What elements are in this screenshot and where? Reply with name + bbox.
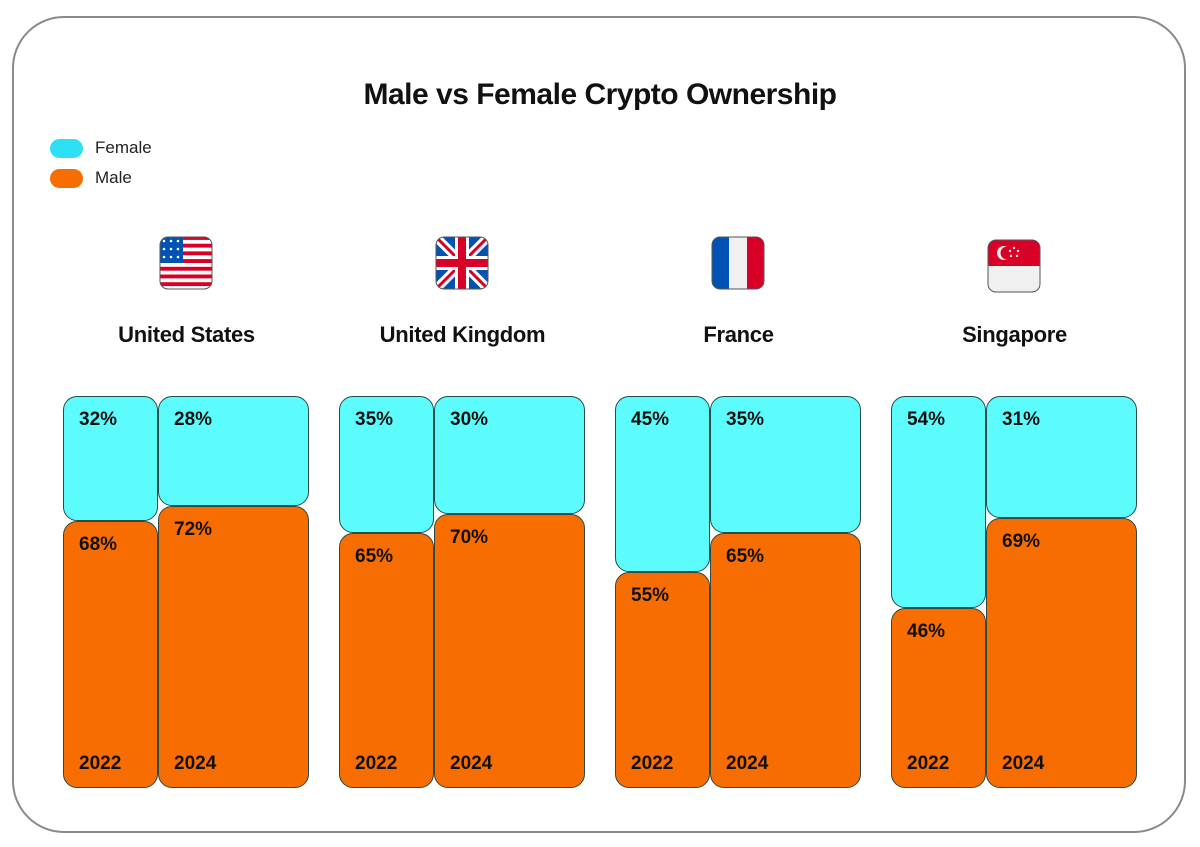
data-label-female: 35%: [355, 409, 394, 430]
uk-flag-icon: [435, 236, 489, 290]
year-label: 2024: [726, 752, 769, 774]
year-label: 2022: [355, 752, 398, 774]
chart-title: Male vs Female Crypto Ownership: [363, 78, 837, 111]
bar-female: 35%: [710, 396, 861, 534]
data-label-male: 72%: [174, 518, 213, 540]
bar-male: 69% 2024: [986, 517, 1137, 788]
bar-male: 72% 2024: [158, 505, 309, 788]
year-label: 2024: [174, 752, 217, 774]
year-label: 2024: [1002, 752, 1045, 774]
legend-label-male: Male: [95, 168, 132, 187]
bar-male: 65% 2024: [710, 533, 861, 788]
chart-card: [12, 16, 1186, 833]
data-label-female: 28%: [174, 409, 213, 430]
bar-female: 54%: [891, 396, 986, 608]
data-label-male: 55%: [631, 585, 670, 607]
legend-item-male: Male: [50, 163, 152, 193]
year-label: 2024: [450, 752, 493, 774]
bar-female: 28%: [158, 396, 309, 506]
bar-female: 45%: [615, 396, 710, 573]
data-label-male: 65%: [726, 546, 765, 568]
bar-female: 31%: [986, 396, 1137, 518]
bar-female: 30%: [434, 396, 585, 514]
country-label: France: [703, 322, 774, 347]
bar-male: 65% 2022: [339, 533, 434, 788]
bar-male: 46% 2022: [891, 607, 986, 788]
year-label: 2022: [79, 752, 122, 774]
data-label-male: 69%: [1002, 530, 1041, 552]
singapore-flag-icon: [987, 239, 1041, 293]
legend-item-female: Female: [50, 133, 152, 163]
legend-swatch-male: [50, 168, 83, 188]
us-flag-icon: [159, 236, 213, 290]
bar-male: 70% 2024: [434, 513, 585, 788]
data-label-male: 46%: [907, 620, 946, 642]
data-label-male: 70%: [450, 526, 489, 548]
data-label-female: 54%: [907, 409, 946, 430]
country-label: United Kingdom: [379, 322, 546, 347]
legend: Female Male: [50, 133, 152, 193]
country-label: United States: [118, 322, 255, 347]
data-label-female: 32%: [79, 409, 118, 430]
year-label: 2022: [907, 752, 950, 774]
bar-male: 55% 2022: [615, 572, 710, 788]
data-label-female: 31%: [1002, 409, 1041, 430]
data-label-female: 30%: [450, 409, 489, 430]
country-label: Singapore: [962, 322, 1067, 347]
legend-swatch-female: [50, 138, 83, 158]
data-label-female: 35%: [726, 409, 765, 430]
data-label-male: 68%: [79, 534, 118, 556]
year-label: 2022: [631, 752, 674, 774]
bar-female: 35%: [339, 396, 434, 534]
data-label-male: 65%: [355, 546, 394, 568]
france-flag-icon: [711, 236, 765, 290]
bar-male: 68% 2022: [63, 521, 158, 788]
legend-label-female: Female: [95, 138, 152, 157]
data-label-female: 45%: [631, 409, 670, 430]
bar-female: 32%: [63, 396, 158, 522]
